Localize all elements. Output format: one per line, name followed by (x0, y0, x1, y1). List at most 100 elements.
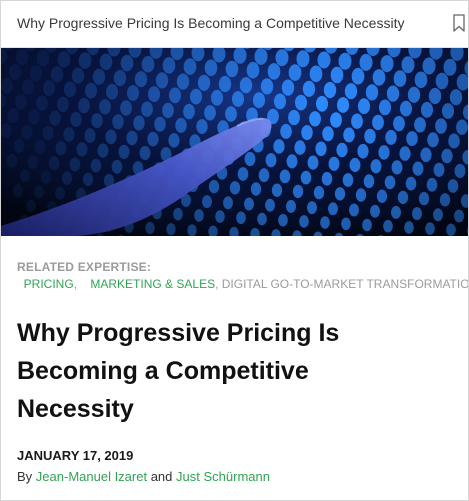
hero-grid-cell (351, 67, 365, 85)
hero-grid-cell (84, 128, 96, 143)
hero-grid-cell (449, 89, 463, 106)
hero-grid-cell (271, 183, 283, 197)
hero-grid-cell (36, 49, 50, 67)
hero-grid-cell (107, 48, 121, 57)
hero-grid-cell (446, 223, 456, 236)
hero-grid-cell (363, 174, 375, 189)
hero-grid-cell (139, 145, 151, 161)
hero-grid-cell (429, 48, 443, 60)
hero-grid-cell (334, 187, 346, 201)
hero-grid-cell (7, 108, 19, 124)
hero-grid-cell (384, 175, 396, 190)
hero-grid-cell (313, 185, 325, 200)
hero-grid-cell (252, 92, 266, 109)
hero-grid-cell (50, 66, 64, 83)
hero-grid-cell (441, 148, 453, 164)
hero-grid-cell (244, 48, 250, 49)
hero-grid-cell (13, 184, 23, 198)
hero-grid-cell (76, 142, 88, 157)
hero-grid-cell (133, 115, 145, 131)
article-header-bar: Why Progressive Pricing Is Becoming a Co… (1, 1, 468, 48)
hero-grid-cell (162, 57, 176, 74)
hero-grid-cell (189, 88, 203, 105)
hero-grid-cell (162, 102, 174, 119)
hero-grid-cell (349, 203, 359, 217)
header-title[interactable]: Why Progressive Pricing Is Becoming a Co… (17, 15, 405, 31)
hero-grid-cell (105, 83, 119, 100)
hero-grid-cell (349, 157, 361, 173)
hero-illustration (1, 48, 468, 236)
hero-grid-cell (324, 48, 338, 54)
hero-grid-cell (456, 119, 468, 135)
tag-pricing[interactable]: PRICING (23, 277, 74, 291)
hero-grid-cell (265, 198, 275, 212)
hero-grid-cell (414, 117, 426, 133)
hero-grid-cell (391, 160, 403, 175)
bookmark-icon[interactable] (453, 14, 465, 32)
hero-grid-cell (71, 67, 85, 84)
hero-grid-cell (328, 202, 338, 216)
hero-grid-cell (443, 58, 457, 76)
hero-grid-cell (296, 50, 310, 68)
hero-grid-cell (1, 48, 8, 65)
hero-grid-cell (292, 184, 304, 199)
hero-grid-cell (307, 201, 317, 215)
hero-grid-cell (61, 171, 73, 185)
hero-grid-cell (365, 84, 379, 101)
hero-grid-cell (263, 48, 273, 51)
hero-grid-cell (342, 173, 354, 187)
author-link-1[interactable]: Jean-Manuel Izaret (35, 469, 148, 484)
hero-grid-cell (393, 115, 405, 132)
hero-grid-cell (425, 222, 435, 235)
hero-grid-cell (301, 125, 313, 141)
hero-grid-cell (149, 48, 163, 59)
hero-grid-cell (27, 155, 39, 169)
hero-grid-cell (57, 51, 71, 68)
hero-grid (1, 48, 468, 236)
hero-grid-cell (412, 161, 424, 176)
hero-finger (1, 118, 272, 236)
hero-grid-cell (244, 151, 256, 167)
hero-grid-cell (239, 77, 253, 94)
hero-grid-cell (84, 82, 98, 99)
hero-grid-cell (250, 182, 262, 196)
hero-grid-cell (378, 99, 392, 116)
hero-grid-cell (372, 69, 386, 86)
hero-grid-cell (237, 167, 249, 181)
hero-grid-cell (380, 55, 394, 73)
hero-grid-cell (128, 48, 142, 58)
hero-grid-cell (19, 169, 31, 183)
hero-grid-cell (36, 95, 48, 111)
hero-grid-cell (78, 52, 92, 69)
hero-grid-cell (134, 71, 148, 88)
hero-grid-cell (208, 225, 218, 236)
hero-grid-cell (343, 127, 355, 143)
hero-grid-cell (300, 170, 312, 185)
tag-marketing-sales[interactable]: MARKETING & SALES (90, 277, 216, 291)
hero-grid-cell (229, 181, 241, 195)
hero-grid-cell (34, 185, 44, 199)
hero-grid-cell (257, 212, 267, 226)
hero-grid-cell (357, 98, 371, 115)
hero-grid-cell (386, 85, 400, 102)
hero-grid-cell (364, 128, 376, 144)
author-link-2[interactable]: Just Schürmann (176, 469, 270, 484)
hero-grid-cell (191, 48, 205, 62)
hero-grid-cell (330, 66, 344, 84)
hero-grid-cell (341, 217, 351, 231)
hero-grid-cell (168, 87, 182, 104)
article-title-line-2: Becoming a Competitive (17, 357, 309, 385)
hero-grid-cell (294, 94, 308, 111)
hero-grid-cell (399, 100, 413, 117)
tag-digital-go-to-market[interactable]: DIGITAL GO-TO-MARKET TRANSFORMATION (221, 277, 469, 291)
hero-grid-cell (103, 173, 115, 188)
hero-grid-cell (378, 145, 390, 160)
hero-grid-cell (344, 83, 358, 100)
hero-grid-cell (412, 207, 422, 221)
publish-date: JANUARY 17, 2019 (17, 448, 134, 463)
hero-grid-cell (283, 48, 295, 52)
hero-grid-cell (55, 141, 67, 156)
article-title-line-1: Why Progressive Pricing Is (17, 319, 340, 347)
hero-grid-cell (454, 163, 466, 179)
